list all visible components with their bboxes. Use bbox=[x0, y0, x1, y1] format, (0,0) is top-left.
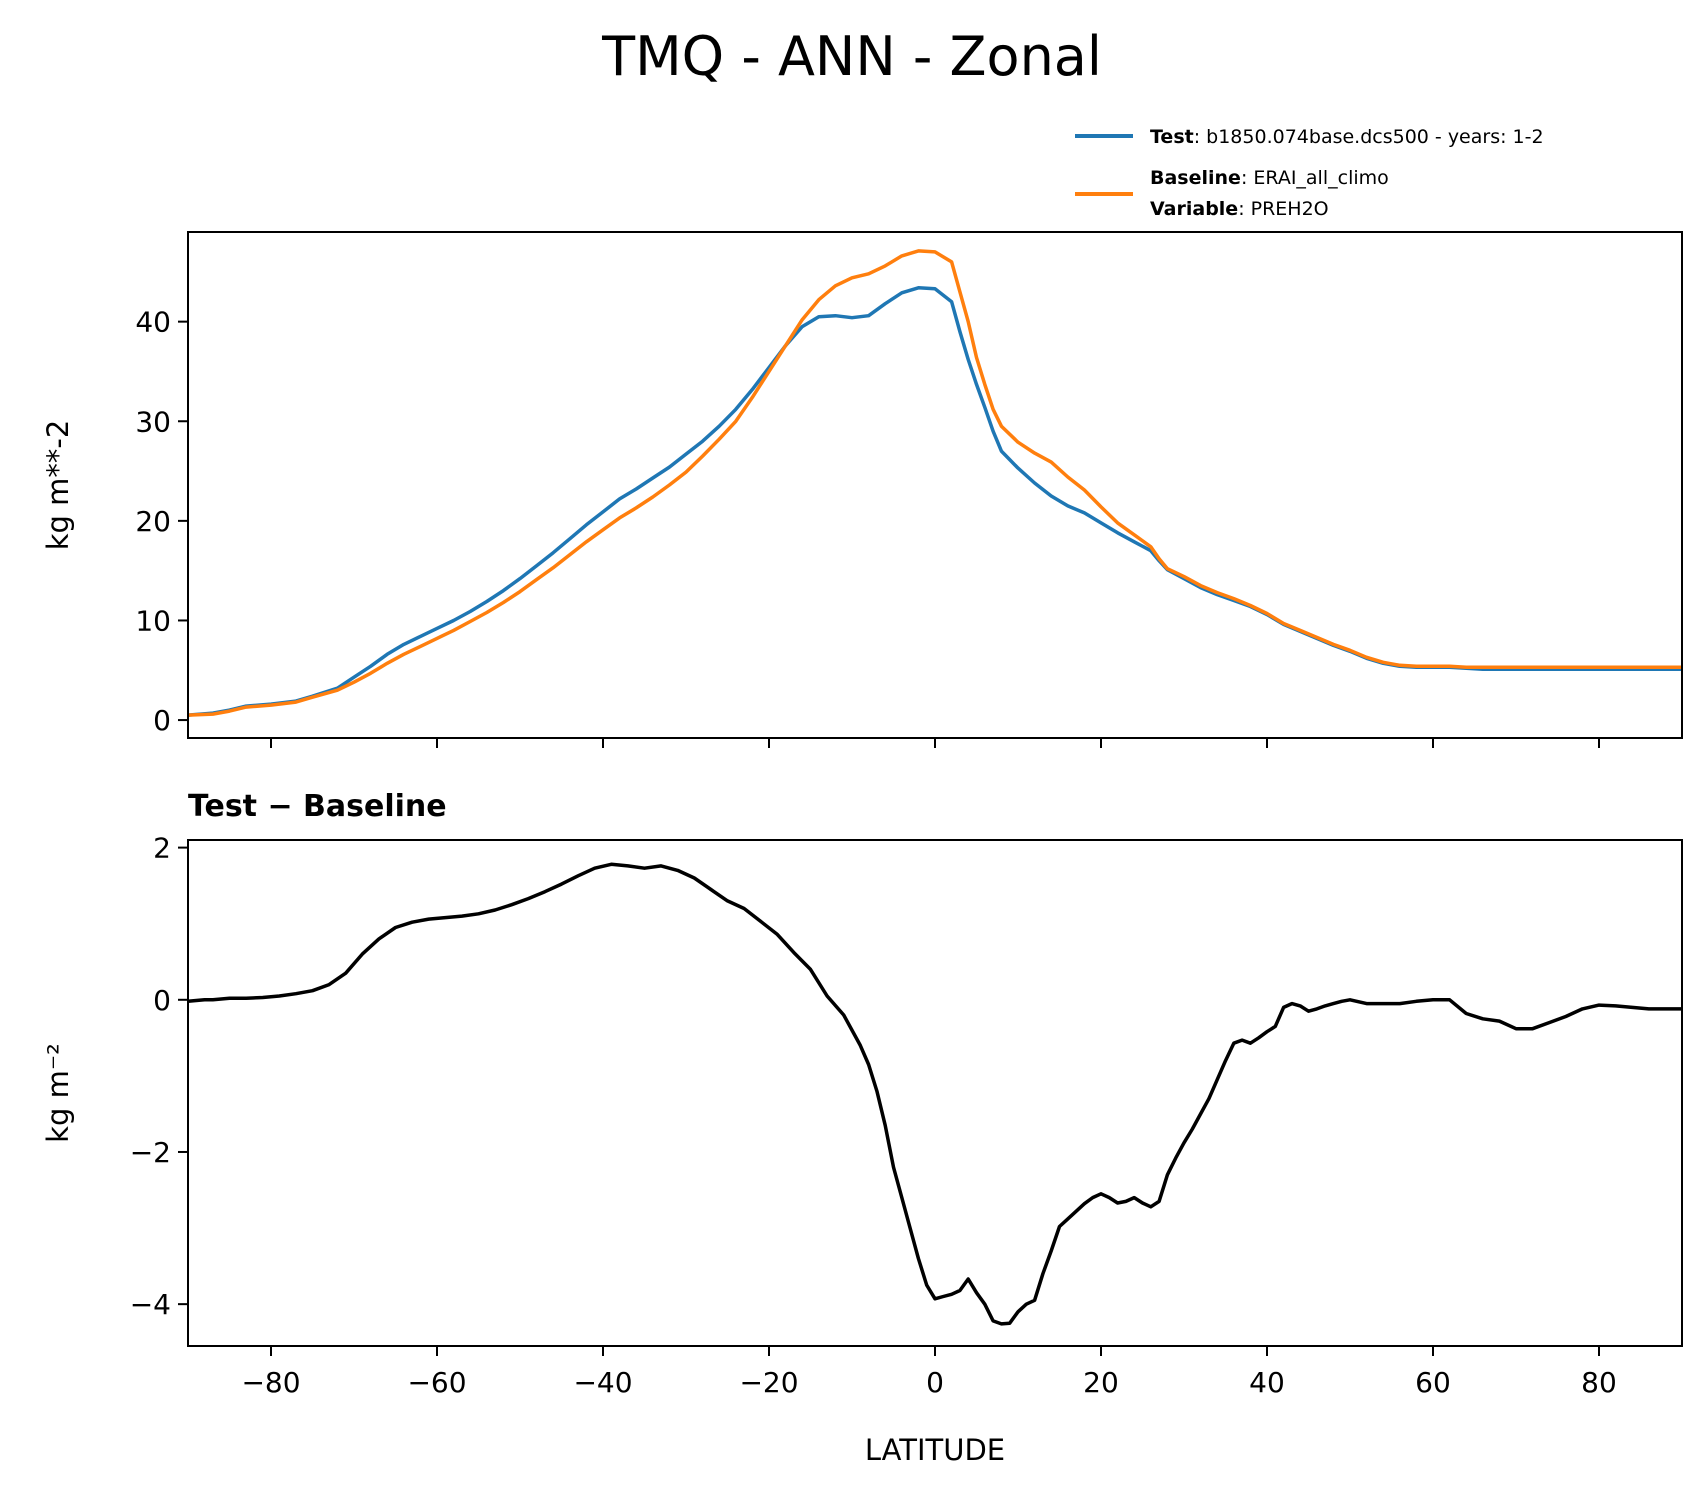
legend-entry-test: Test: b1850.074base.dcs500 - years: 1-2 bbox=[1150, 126, 1544, 148]
bottom-y-axis-label: kg m⁻² bbox=[41, 1043, 75, 1143]
top-series-line-baseline bbox=[187, 249, 1682, 717]
bottom-x-tick-label: 20 bbox=[1083, 1366, 1119, 1399]
chart-title: TMQ - ANN - Zonal bbox=[601, 25, 1102, 88]
top-y-tick-label: 10 bbox=[135, 604, 171, 637]
bottom-y-tick-label: 2 bbox=[153, 832, 171, 865]
legend-baseline-label: Baseline bbox=[1150, 167, 1241, 189]
legend-test-label: Test bbox=[1150, 126, 1194, 148]
top-y-tick-label: 30 bbox=[135, 405, 171, 438]
zonal-mean-panel: 0 10 20 30 40 kg m**-2 bbox=[41, 231, 1683, 748]
bottom-x-tick-label: −20 bbox=[739, 1366, 798, 1399]
legend-test-text: : b1850.074base.dcs500 - years: 1-2 bbox=[1194, 126, 1544, 148]
bottom-x-tick-label: 0 bbox=[926, 1366, 944, 1399]
legend-baseline-text: : ERAI_all_climo bbox=[1241, 167, 1389, 189]
bottom-series-line-difference bbox=[187, 862, 1682, 1326]
top-y-tick-label: 20 bbox=[135, 505, 171, 538]
bottom-x-tick-label: 40 bbox=[1249, 1366, 1285, 1399]
top-y-tick-label: 0 bbox=[153, 704, 171, 737]
bottom-y-tick-label: −4 bbox=[130, 1288, 171, 1321]
legend-variable-label: Variable bbox=[1150, 198, 1238, 220]
bottom-y-tick-label: −2 bbox=[130, 1136, 171, 1169]
bottom-x-tick-label: −40 bbox=[573, 1366, 632, 1399]
top-y-axis-label: kg m**-2 bbox=[41, 420, 75, 551]
legend-entry-baseline: Baseline: ERAI_all_climo bbox=[1150, 167, 1389, 189]
bottom-x-axis-label: LATITUDE bbox=[865, 1433, 1005, 1467]
bottom-x-tick-label: 80 bbox=[1581, 1366, 1617, 1399]
bottom-x-tick-label: −80 bbox=[241, 1366, 300, 1399]
bottom-x-tick-label: 60 bbox=[1415, 1366, 1451, 1399]
bottom-x-tick-label: −60 bbox=[407, 1366, 466, 1399]
top-y-tick-label: 40 bbox=[135, 306, 171, 339]
legend: Test: b1850.074base.dcs500 - years: 1-2 … bbox=[1075, 126, 1544, 220]
legend-entry-variable: Variable: PREH2O bbox=[1150, 198, 1329, 220]
legend-variable-text: : PREH2O bbox=[1238, 198, 1328, 220]
bottom-panel-title: Test − Baseline bbox=[188, 789, 447, 824]
bottom-y-tick-label: 0 bbox=[153, 984, 171, 1017]
